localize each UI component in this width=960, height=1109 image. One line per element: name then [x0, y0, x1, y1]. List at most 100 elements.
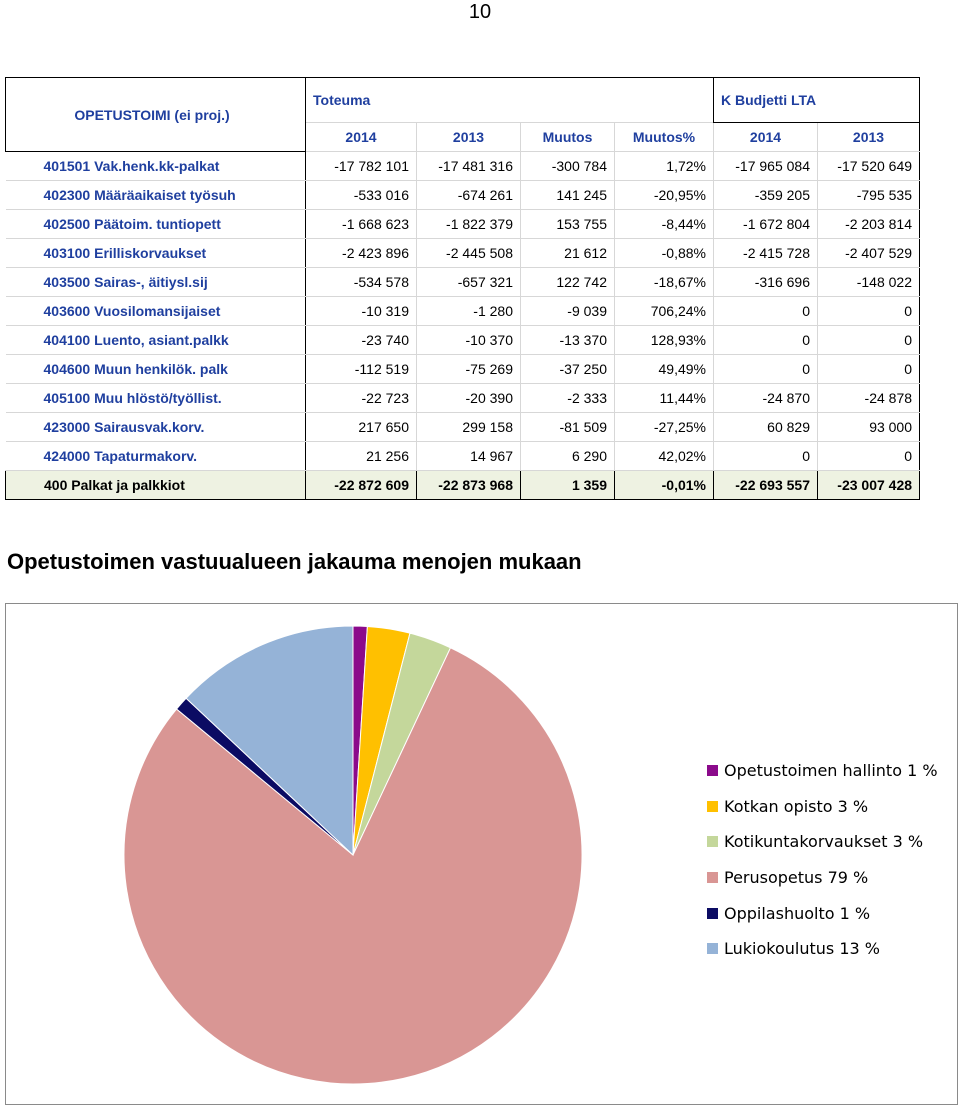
- row-cell: 0: [817, 296, 921, 326]
- table-title: OPETUSTOIMI (ei proj.): [5, 77, 306, 152]
- row-cell: -10 370: [416, 325, 521, 355]
- table-row: 401501 Vak.henk.kk-palkat -17 782 101 -17 …: [5, 151, 921, 181]
- row-cell: 0: [713, 325, 818, 355]
- row-cell: -20,95%: [614, 180, 714, 210]
- row-cell: -359 205: [713, 180, 818, 210]
- legend-item: Kotikuntakorvaukset 3 %: [707, 824, 938, 860]
- legend-item: Lukiokoulutus 13 %: [707, 931, 938, 967]
- row-cell: -20 390: [416, 383, 521, 413]
- row-cell: 1,72%: [614, 151, 714, 181]
- row-cell: -533 016: [305, 180, 417, 210]
- row-cell: -24 878: [817, 383, 921, 413]
- table-body: 401501 Vak.henk.kk-palkat -17 782 101 -17 …: [5, 151, 921, 471]
- row-cell: -1 672 804: [713, 209, 818, 239]
- row-label: 402500 Päätoim. tuntiopett: [5, 209, 306, 239]
- legend-swatch: [707, 836, 718, 848]
- legend-swatch: [707, 872, 718, 884]
- row-cell: -1 280: [416, 296, 521, 326]
- total-label: 400 Palkat ja palkkiot: [5, 470, 306, 500]
- row-cell: -24 870: [713, 383, 818, 413]
- row-label: 402300 Määräaikaiset työsuh: [5, 180, 306, 210]
- row-cell: 49,49%: [614, 354, 714, 384]
- row-cell: -2 407 529: [817, 238, 921, 268]
- row-cell: -75 269: [416, 354, 521, 384]
- total-cell: -0,01%: [614, 470, 714, 500]
- row-cell: 217 650: [305, 412, 417, 442]
- col-budget-2013: 2013: [817, 122, 921, 152]
- row-cell: 141 245: [520, 180, 615, 210]
- row-cell: -657 321: [416, 267, 521, 297]
- total-cell: -23 007 428: [816, 470, 921, 500]
- row-label: 405100 Muu hlöstö/työllist.: [5, 383, 306, 413]
- legend-swatch: [707, 907, 718, 919]
- col-change: Muutos: [520, 122, 615, 152]
- legend-swatch: [707, 765, 718, 777]
- table-row: 403600 Vuosilomansijaiset -10 319 -1 280 -9…: [5, 296, 921, 326]
- table-row: 402500 Päätoim. tuntiopett -1 668 623 -1 8…: [5, 209, 921, 239]
- chart-frame: [5, 603, 958, 1105]
- row-cell: 706,24%: [614, 296, 714, 326]
- row-cell: -17 782 101: [305, 151, 417, 181]
- row-cell: -1 668 623: [305, 209, 417, 239]
- row-label: 423000 Sairausvak.korv.: [5, 412, 306, 442]
- row-cell: -0,88%: [614, 238, 714, 268]
- row-cell: -17 520 649: [817, 151, 921, 181]
- row-cell: -2 203 814: [817, 209, 921, 239]
- row-cell: -81 509: [520, 412, 615, 442]
- total-row: 400 Palkat ja palkkiot -22 872 609 -22 8…: [5, 470, 921, 500]
- row-label: 403100 Erilliskorvaukset: [5, 238, 306, 268]
- row-cell: 21 612: [520, 238, 615, 268]
- row-cell: 0: [713, 354, 818, 384]
- table-row: 403100 Erilliskorvaukset -2 423 896 -2 445…: [5, 238, 921, 268]
- row-cell: -8,44%: [614, 209, 714, 239]
- row-cell: -2 445 508: [416, 238, 521, 268]
- row-cell: -148 022: [817, 267, 921, 297]
- legend-swatch: [707, 943, 718, 955]
- row-cell: 0: [713, 296, 818, 326]
- col-actual-2013: 2013: [416, 122, 521, 152]
- row-cell: -112 519: [305, 354, 417, 384]
- row-label: 404600 Muun henkilök. palk: [5, 354, 306, 384]
- row-cell: -795 535: [817, 180, 921, 210]
- table-header-row-2: 2014 2013 Muutos Muutos% 2014 2013: [6, 122, 921, 152]
- table-row: 424000 Tapaturmakorv. 21 256 14 967 6 290 42…: [5, 441, 921, 471]
- row-cell: -18,67%: [614, 267, 714, 297]
- legend-label: Opetustoimen hallinto 1 %: [724, 761, 938, 781]
- pie-slice: [185, 625, 354, 857]
- col-actual-2014: 2014: [305, 122, 417, 152]
- row-cell: 299 158: [416, 412, 521, 442]
- row-cell: -674 261: [416, 180, 521, 210]
- table-row: 404600 Muun henkilök. palk -112 519 -75 26…: [5, 354, 921, 384]
- row-cell: -13 370: [520, 325, 615, 355]
- row-cell: -22 723: [305, 383, 417, 413]
- row-cell: 6 290: [520, 441, 615, 471]
- row-cell: 0: [817, 325, 921, 355]
- table-row: 403500 Sairas-, äitiysl.sij -534 578 -657 …: [5, 267, 921, 297]
- legend-label: Kotikuntakorvaukset 3 %: [724, 832, 924, 852]
- legend-swatch: [707, 800, 718, 812]
- table-row: 405100 Muu hlöstö/työllist. -22 723 -20 39…: [5, 383, 921, 413]
- row-cell: 14 967: [416, 441, 521, 471]
- table-row: 423000 Sairausvak.korv. 217 650 299 158 -81…: [5, 412, 921, 442]
- row-label: 401501 Vak.henk.kk-palkat: [5, 151, 306, 181]
- row-label: 403500 Sairas-, äitiysl.sij: [5, 267, 306, 297]
- row-label: 424000 Tapaturmakorv.: [5, 441, 306, 471]
- legend-label: Oppilashuolto 1 %: [724, 903, 871, 923]
- row-cell: 122 742: [520, 267, 615, 297]
- row-cell: 60 829: [713, 412, 818, 442]
- row-cell: -17 965 084: [713, 151, 818, 181]
- total-cell: 1 359: [520, 470, 615, 500]
- chart-title: Opetustoimen vastuualueen jakauma menoje…: [7, 549, 582, 574]
- legend-item: Opetustoimen hallinto 1 %: [707, 753, 938, 789]
- legend-item: Perusopetus 79 %: [707, 860, 938, 896]
- row-cell: -10 319: [305, 296, 417, 326]
- row-cell: -37 250: [520, 354, 615, 384]
- row-cell: -9 039: [520, 296, 615, 326]
- row-label: 403600 Vuosilomansijaiset: [5, 296, 306, 326]
- legend-label: Perusopetus 79 %: [724, 868, 869, 888]
- col-budget-2014: 2014: [713, 122, 818, 152]
- row-cell: -316 696: [713, 267, 818, 297]
- budget-table: OPETUSTOIMI (ei proj.) Toteuma K Budjett…: [5, 77, 921, 500]
- actual-group-header: Toteuma: [305, 77, 714, 123]
